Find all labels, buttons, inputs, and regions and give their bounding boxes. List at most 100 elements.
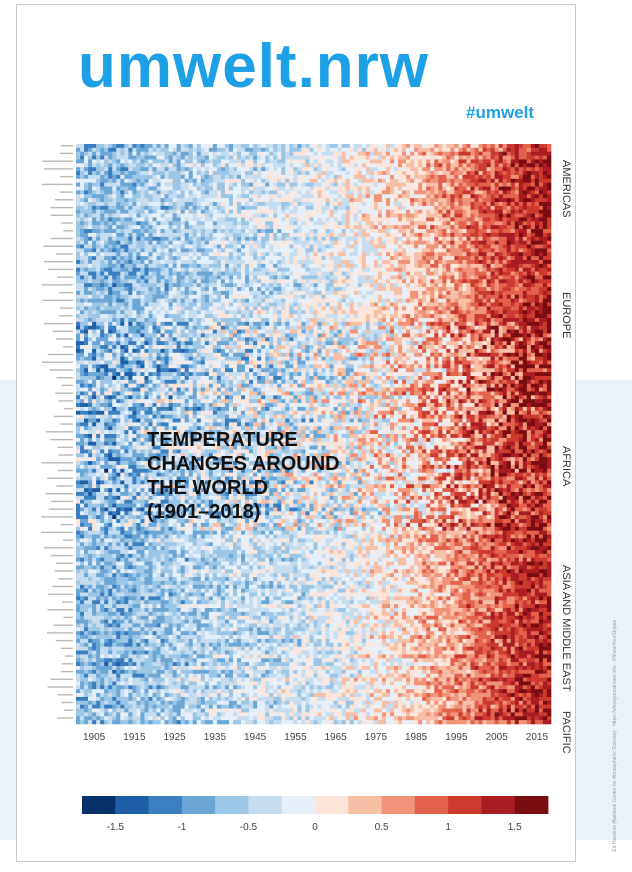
heatmap-cell xyxy=(277,159,282,164)
heatmap-cell xyxy=(120,244,125,249)
heatmap-cell xyxy=(273,263,278,269)
heatmap-cell xyxy=(200,225,206,230)
heatmap-cell xyxy=(329,283,334,288)
heatmap-cell xyxy=(96,263,101,269)
heatmap-cell xyxy=(373,202,379,207)
heatmap-cell xyxy=(237,213,242,218)
heatmap-cell xyxy=(273,167,278,172)
heatmap-cell xyxy=(442,279,447,284)
heatmap-cell xyxy=(301,171,306,176)
heatmap-cell xyxy=(220,298,226,303)
heatmap-cell xyxy=(462,190,467,195)
heatmap-cell xyxy=(301,209,306,214)
heatmap-cell xyxy=(542,190,548,195)
heatmap-cell xyxy=(164,205,169,211)
heatmap-cell xyxy=(132,159,137,164)
heatmap-cell xyxy=(168,144,173,149)
heatmap-cell xyxy=(434,225,439,230)
heatmap-cell xyxy=(514,302,520,307)
heatmap-cell xyxy=(305,155,310,160)
heatmap-cell xyxy=(285,178,290,183)
heatmap-cell xyxy=(96,190,101,195)
heatmap-cell xyxy=(212,167,218,172)
heatmap-cell xyxy=(345,147,351,153)
heatmap-cell xyxy=(438,155,443,160)
heatmap-cell xyxy=(394,232,399,238)
heatmap-cell xyxy=(76,240,81,245)
heatmap-cell xyxy=(402,260,407,265)
heatmap-cell xyxy=(92,213,97,218)
heatmap-cell xyxy=(124,205,129,211)
heatmap-cell xyxy=(164,163,169,168)
heatmap-cell xyxy=(208,225,214,230)
heatmap-cell xyxy=(76,260,81,265)
heatmap-cell xyxy=(542,213,548,218)
heatmap-cell xyxy=(204,151,210,156)
heatmap-cell xyxy=(442,267,447,272)
heatmap-cell xyxy=(498,159,503,164)
heatmap-cell xyxy=(329,213,334,218)
heatmap-cell xyxy=(132,240,137,245)
heatmap-cell xyxy=(470,194,475,199)
heatmap-cell xyxy=(450,144,455,149)
heatmap-cell xyxy=(164,275,169,280)
heatmap-cell xyxy=(438,144,443,149)
heatmap-cell xyxy=(542,271,548,276)
heatmap-cell xyxy=(172,236,177,241)
heatmap-cell xyxy=(538,198,544,203)
heatmap-cell xyxy=(309,248,314,253)
heatmap-cell xyxy=(184,256,190,261)
heatmap-cell xyxy=(212,202,218,207)
heatmap-cell xyxy=(180,147,185,153)
heatmap-cell xyxy=(232,194,238,199)
heatmap-cell xyxy=(289,174,294,180)
heatmap-cell xyxy=(212,205,218,211)
heatmap-cell xyxy=(116,294,121,299)
heatmap-cell xyxy=(478,171,483,176)
heatmap-cell xyxy=(337,279,342,284)
heatmap-cell xyxy=(297,248,302,253)
heatmap-cell xyxy=(297,221,302,226)
heatmap-cell xyxy=(482,155,487,160)
heatmap-cell xyxy=(156,248,161,253)
heatmap-cell xyxy=(466,244,471,249)
heatmap-cell xyxy=(462,294,467,299)
heatmap-cell xyxy=(510,267,516,272)
heatmap-cell xyxy=(192,198,198,203)
heatmap-cell xyxy=(204,194,210,199)
heatmap-cell xyxy=(534,171,540,176)
heatmap-cell xyxy=(96,294,101,299)
heatmap-cell xyxy=(321,194,326,199)
heatmap-cell xyxy=(92,232,97,238)
heatmap-cell xyxy=(237,182,242,187)
heatmap-cell xyxy=(341,256,347,261)
heatmap-cell xyxy=(164,271,169,276)
heatmap-cell xyxy=(92,182,97,187)
heatmap-cell xyxy=(530,209,536,214)
heatmap-cell xyxy=(172,275,177,280)
heatmap-cell xyxy=(88,236,93,241)
heatmap-cell xyxy=(426,213,431,218)
heatmap-cell xyxy=(168,298,173,303)
heatmap-cell xyxy=(369,182,375,187)
heatmap-cell xyxy=(228,209,234,214)
heatmap-cell xyxy=(216,306,222,311)
heatmap-cell xyxy=(172,205,177,211)
heatmap-cell xyxy=(442,221,447,226)
heatmap-cell xyxy=(277,225,282,230)
heatmap-cell xyxy=(498,275,503,280)
heatmap-cell xyxy=(216,236,222,241)
heatmap-cell xyxy=(152,275,157,280)
heatmap-cell xyxy=(104,213,109,218)
heatmap-cell xyxy=(381,279,387,284)
heatmap-cell xyxy=(418,174,423,180)
heatmap-cell xyxy=(357,144,363,149)
heatmap-cell xyxy=(442,248,447,253)
heatmap-cell xyxy=(297,302,302,307)
heatmap-cell xyxy=(438,209,443,214)
heatmap-cell xyxy=(546,279,552,284)
heatmap-cell xyxy=(160,221,165,226)
heatmap-cell xyxy=(325,279,330,284)
heatmap-cell xyxy=(92,271,97,276)
heatmap-cell xyxy=(486,155,491,160)
